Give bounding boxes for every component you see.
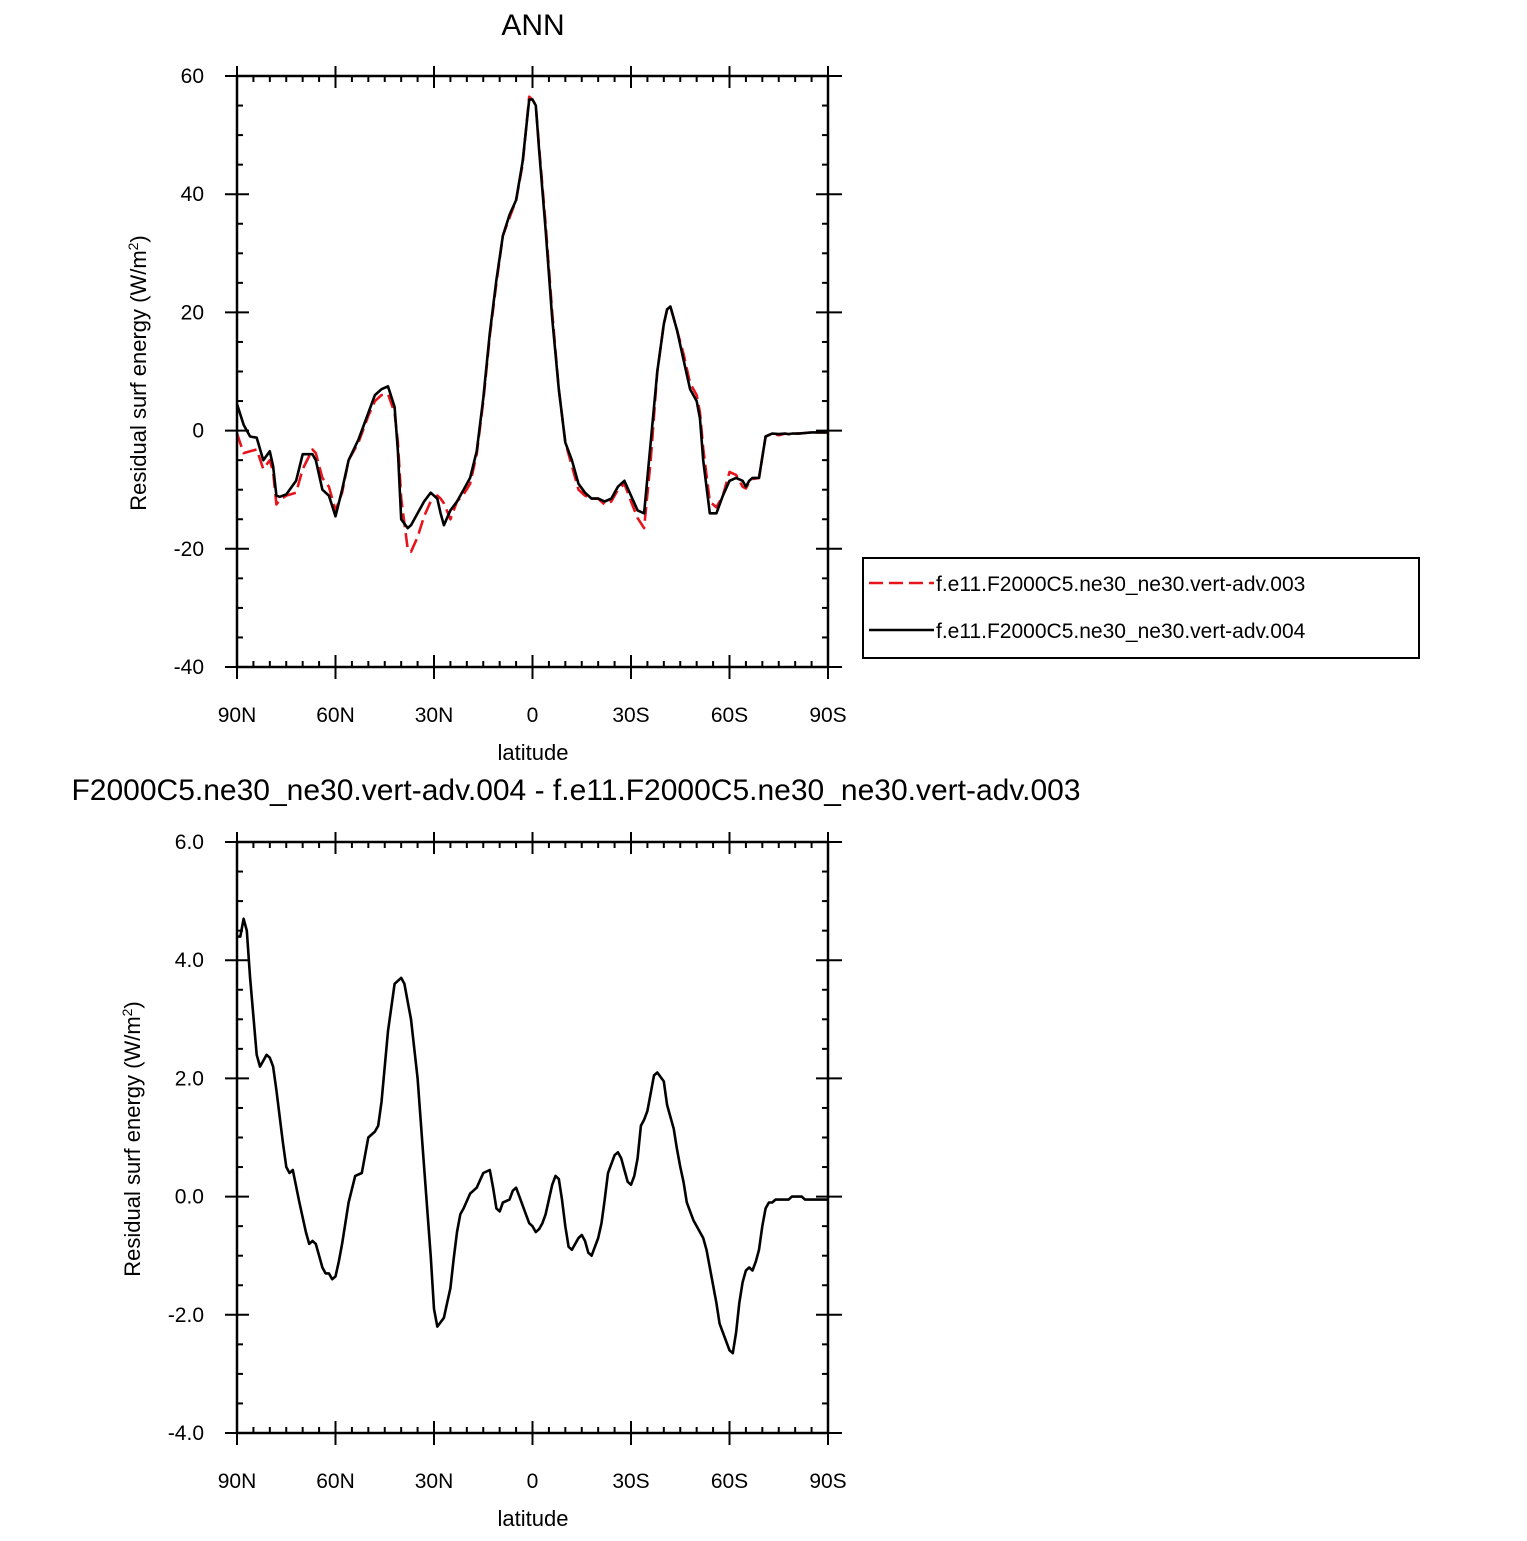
top-x-tick-labels: 90N 60N 30N 0 30S 60S 90S bbox=[218, 704, 847, 727]
top-series-line-2 bbox=[235, 98, 828, 530]
legend-box bbox=[862, 557, 1420, 659]
bottom-y-axis-label-main: Residual surf energy (W/m bbox=[120, 1016, 145, 1276]
top-y-tick-label: -20 bbox=[174, 538, 204, 561]
top-x-tick-label: 0 bbox=[527, 704, 539, 727]
top-x-axis-label: latitude bbox=[498, 740, 569, 765]
bottom-y-axis-label-close: ) bbox=[120, 1001, 145, 1008]
legend-label-004: f.e11.F2000C5.ne30_ne30.vert-adv.004 bbox=[936, 620, 1306, 643]
bottom-chart-title: F2000C5.ne30_ne30.vert-adv.004 - f.e11.F… bbox=[71, 774, 1080, 807]
bottom-plot-frame bbox=[235, 840, 830, 1435]
bottom-x-tick-label: 90S bbox=[809, 1470, 846, 1493]
bottom-x-tick-label: 90N bbox=[218, 1470, 257, 1493]
top-series-line-1 bbox=[235, 95, 828, 554]
top-y-tick-label: 40 bbox=[181, 183, 204, 206]
legend-label-003: f.e11.F2000C5.ne30_ne30.vert-adv.003 bbox=[936, 573, 1305, 596]
top-x-tick-label: 90S bbox=[809, 704, 846, 727]
top-x-tick-label: 90N bbox=[218, 704, 257, 727]
bottom-y-axis-label: Residual surf energy (W/m2) bbox=[119, 1001, 145, 1277]
top-x-tick-label: 30N bbox=[415, 704, 454, 727]
bottom-y-tick-label: 6.0 bbox=[175, 831, 204, 854]
top-y-tick-label: 0 bbox=[192, 420, 204, 443]
bottom-panel: F2000C5.ne30_ne30.vert-adv.004 - f.e11.F… bbox=[71, 774, 1080, 1531]
top-plot-frame bbox=[235, 74, 830, 669]
bottom-x-tick-labels: 90N 60N 30N 0 30S 60S 90S bbox=[218, 1470, 847, 1493]
bottom-y-axis-label-sup: 2 bbox=[119, 1008, 135, 1016]
top-x-tick-label: 30S bbox=[612, 704, 649, 727]
bottom-y-tick-label: 0.0 bbox=[175, 1186, 204, 1209]
top-y-tick-label: 60 bbox=[181, 65, 204, 88]
top-panel: ANN 60 40 20 0 -20 -40 90N 60N 30N 0 30S 60S 90S la… bbox=[125, 9, 1420, 765]
bottom-ticks bbox=[225, 832, 842, 1445]
bottom-x-axis-label: latitude bbox=[498, 1506, 569, 1531]
bottom-y-tick-label: 4.0 bbox=[175, 949, 204, 972]
bottom-y-tick-labels: 6.0 4.0 2.0 0.0 -2.0 -4.0 bbox=[168, 831, 204, 1445]
bottom-series-group bbox=[237, 917, 828, 1355]
top-y-axis-label-sup: 2 bbox=[125, 242, 141, 250]
bottom-x-tick-label: 60S bbox=[711, 1470, 748, 1493]
top-chart-title: ANN bbox=[501, 9, 564, 42]
bottom-x-tick-label: 30N bbox=[415, 1470, 454, 1493]
top-y-axis-label: Residual surf energy (W/m2) bbox=[125, 235, 151, 511]
bottom-y-tick-label: -2.0 bbox=[168, 1304, 204, 1327]
legend: f.e11.F2000C5.ne30_ne30.vert-adv.003 f.e… bbox=[862, 557, 1420, 659]
top-y-tick-labels: 60 40 20 0 -20 -40 bbox=[174, 65, 204, 679]
top-y-axis-label-main: Residual surf energy (W/m bbox=[126, 250, 151, 510]
bottom-series-line-1 bbox=[237, 917, 828, 1355]
top-y-tick-label: -40 bbox=[174, 656, 204, 679]
top-x-tick-label: 60S bbox=[711, 704, 748, 727]
top-y-tick-label: 20 bbox=[181, 301, 204, 324]
bottom-x-tick-label: 30S bbox=[612, 1470, 649, 1493]
top-ticks bbox=[225, 66, 842, 679]
bottom-x-tick-label: 0 bbox=[527, 1470, 539, 1493]
bottom-x-tick-label: 60N bbox=[316, 1470, 355, 1493]
top-x-tick-label: 60N bbox=[316, 704, 355, 727]
bottom-y-tick-label: -4.0 bbox=[168, 1422, 204, 1445]
top-series-group bbox=[235, 95, 828, 554]
bottom-y-tick-label: 2.0 bbox=[175, 1067, 204, 1090]
top-y-axis-label-close: ) bbox=[126, 235, 151, 242]
